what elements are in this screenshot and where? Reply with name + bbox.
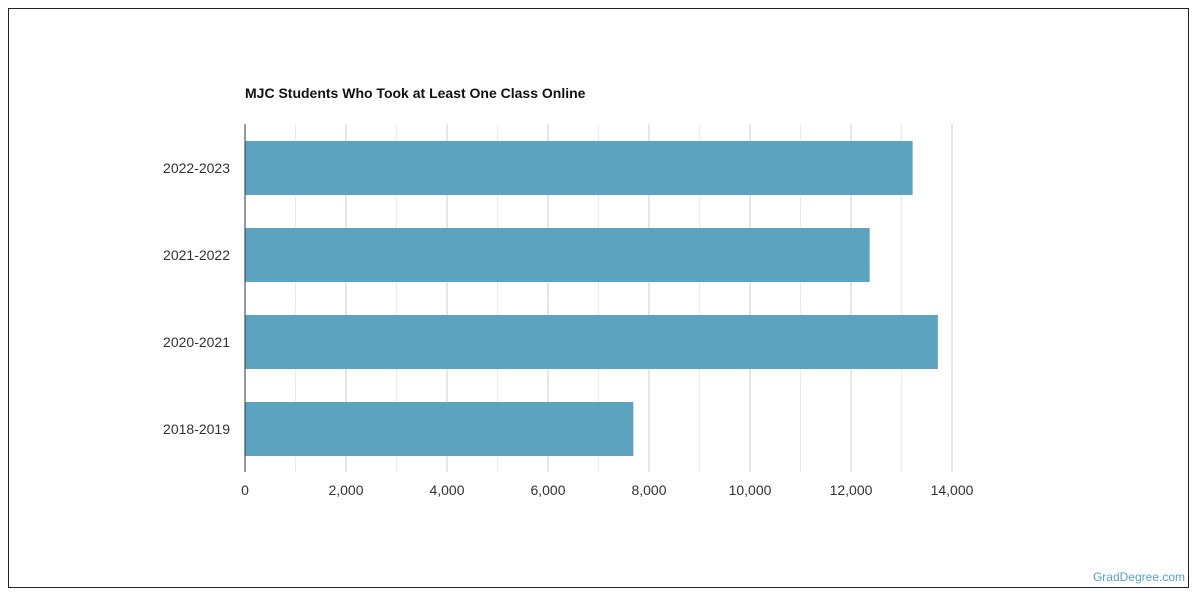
x-tick-label: 4,000 [429, 482, 464, 498]
bar [245, 141, 913, 195]
y-tick-label: 2018-2019 [163, 421, 230, 437]
y-tick-label: 2022-2023 [163, 160, 230, 176]
x-tick-label: 2,000 [328, 482, 363, 498]
y-tick-label: 2020-2021 [163, 334, 230, 350]
bar [245, 228, 870, 282]
x-tick-labels: 0 2,000 4,000 6,000 8,000 10,000 12,000 14,000 [241, 482, 974, 498]
bar [245, 402, 634, 456]
watermark[interactable]: GradDegree.com [1092, 570, 1185, 584]
x-tick-label: 14,000 [931, 482, 974, 498]
x-tick-label: 10,000 [729, 482, 772, 498]
y-tick-labels: 2022-2023 2021-2022 2020-2021 2018-2019 [163, 160, 230, 437]
bars [245, 141, 938, 456]
bar [245, 315, 938, 369]
x-tick-label: 8,000 [631, 482, 666, 498]
chart-title: MJC Students Who Took at Least One Class… [245, 85, 586, 101]
x-tick-label: 12,000 [830, 482, 873, 498]
x-tick-label: 0 [241, 482, 249, 498]
x-tick-label: 6,000 [530, 482, 565, 498]
y-tick-label: 2021-2022 [163, 247, 230, 263]
